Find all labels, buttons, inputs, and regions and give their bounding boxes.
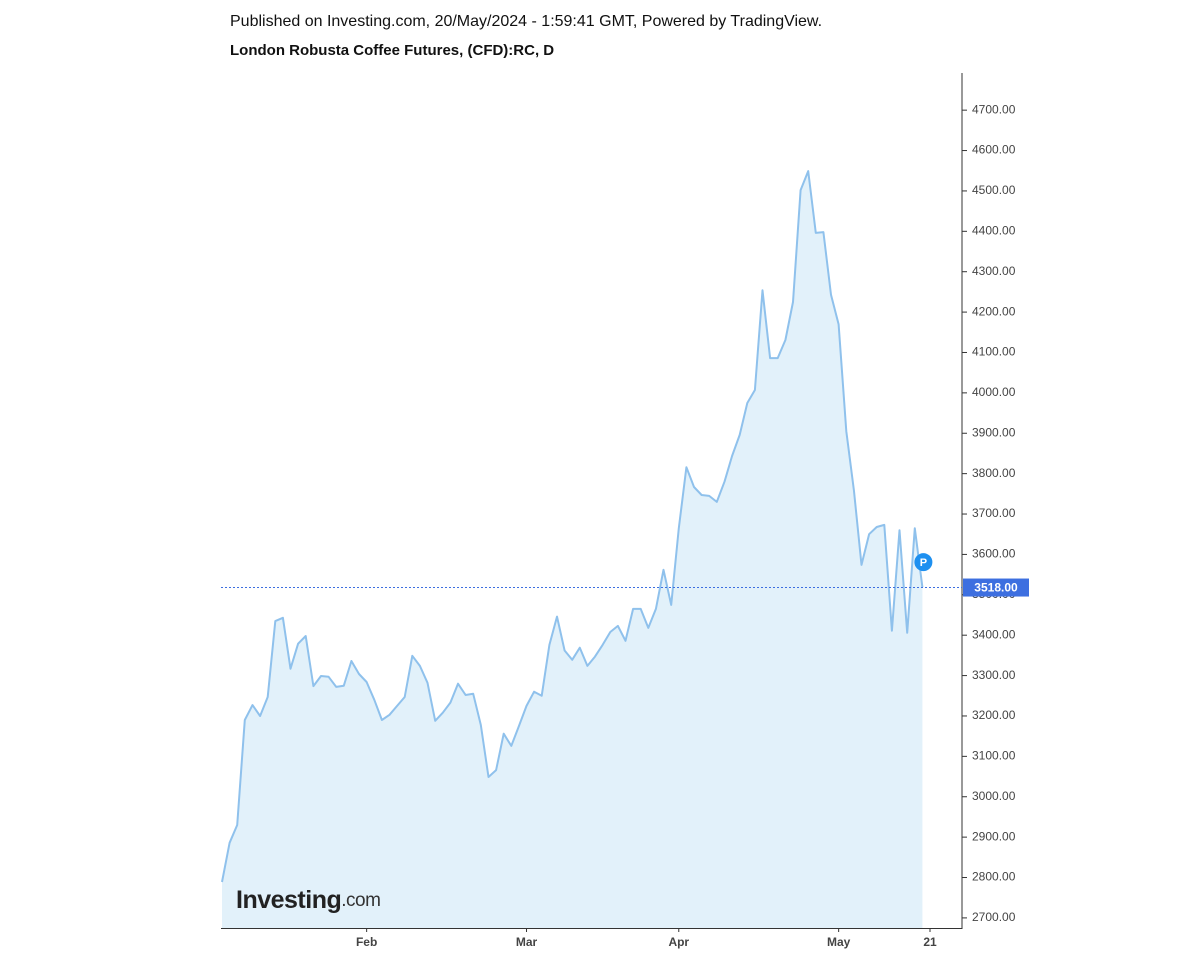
y-tick-label: 3400.00 [972,627,1016,641]
chart-title: London Robusta Coffee Futures, (CFD):RC,… [230,42,554,59]
y-tick-label: 4100.00 [972,345,1016,359]
last-price-box [963,578,1029,597]
area-fill [222,171,923,929]
y-tick-label: 3800.00 [972,466,1016,480]
watermark-suffix: .com [341,890,380,911]
y-tick-label: 3100.00 [972,749,1016,763]
y-tick-label: 2800.00 [972,870,1016,884]
published-note: Published on Investing.com, 20/May/2024 … [230,13,822,30]
y-tick-label: 4200.00 [972,304,1016,318]
price-line [221,170,924,883]
last-price-label: 3518.00 [974,581,1018,595]
x-tick-label: Feb [356,935,377,949]
y-tick-label: 3300.00 [972,668,1016,682]
y-tick-label: 4500.00 [972,183,1016,197]
y-tick-label: 3700.00 [972,506,1016,520]
y-tick-label: 4600.00 [972,143,1016,157]
marker-label: P [920,557,927,569]
y-tick-label: 3600.00 [972,547,1016,561]
marker-icon [914,553,933,572]
x-tick-label: 21 [923,935,937,949]
x-tick-label: Mar [516,935,538,949]
watermark-brand: Investing [236,886,341,914]
y-tick-label: 4300.00 [972,264,1016,278]
watermark: Investing.com [236,886,380,914]
x-tick-label: Apr [668,935,689,949]
y-tick-label: 4400.00 [972,223,1016,237]
y-tick-label: 2700.00 [972,910,1016,924]
y-tick-label: 4000.00 [972,385,1016,399]
y-tick-label: 3200.00 [972,708,1016,722]
y-tick-label: 3900.00 [972,425,1016,439]
y-tick-label: 3000.00 [972,789,1016,803]
y-tick-label: 2900.00 [972,829,1016,843]
x-tick-label: May [827,935,851,949]
y-tick-label: 4700.00 [972,102,1016,116]
